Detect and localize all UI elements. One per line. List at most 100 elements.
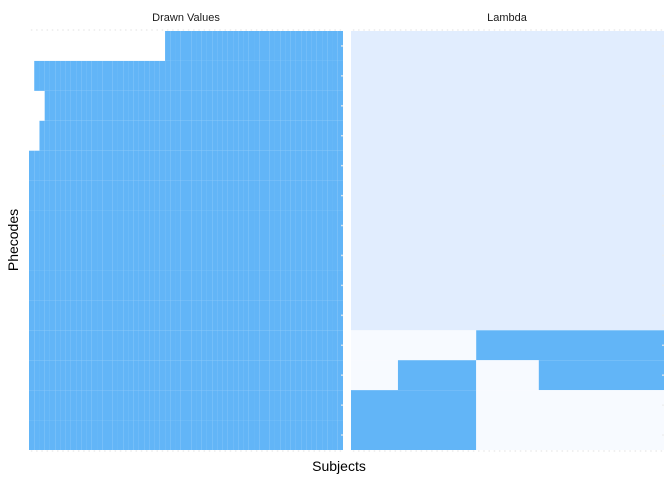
heatmap-cell: [186, 90, 192, 121]
heatmap-cell: [332, 120, 338, 151]
heatmap-cell: [29, 420, 35, 450]
tick-dot: [219, 450, 221, 452]
heatmap-cell: [39, 360, 45, 391]
tick-dot: [67, 29, 70, 31]
heatmap-cell: [217, 120, 223, 151]
heatmap-cell: [102, 150, 108, 181]
heatmap-cell: [274, 270, 281, 301]
heatmap-cell: [159, 120, 166, 151]
tick-dot: [587, 450, 590, 452]
heatmap-cell: [138, 270, 145, 301]
tick-dot: [457, 450, 459, 452]
tick-dot: [577, 29, 579, 31]
tick-dot: [341, 314, 343, 317]
heatmap-cell: [233, 150, 239, 181]
heatmap-cell: [233, 300, 239, 331]
heatmap-cell: [128, 210, 134, 241]
heatmap-cell: [322, 120, 328, 151]
heatmap-cell: [170, 300, 176, 331]
tick-dot: [662, 314, 664, 317]
heatmap-cell: [264, 210, 270, 241]
heatmap-cell: [233, 180, 239, 211]
heatmap-cell: [332, 150, 338, 181]
heatmap-cell: [65, 150, 71, 181]
tick-dot: [662, 74, 664, 77]
tick-dot: [161, 450, 164, 452]
heatmap-cell: [322, 420, 328, 450]
heatmap-cell: [112, 150, 118, 181]
heatmap-cell: [133, 120, 139, 151]
heatmap-cell: [238, 31, 244, 61]
heatmap-cell: [138, 210, 145, 241]
heatmap-cell: [327, 31, 333, 61]
heatmap-cell: [327, 120, 333, 151]
heatmap-cell: [149, 60, 155, 91]
heatmap-cell: [44, 60, 50, 91]
tick-dot: [488, 29, 491, 31]
heatmap-cell: [191, 300, 197, 331]
heatmap-cell: [311, 390, 317, 421]
heatmap-cell: [269, 60, 275, 91]
heatmap-cell: [70, 120, 77, 151]
tick-dot: [240, 29, 242, 31]
heatmap-cell: [306, 31, 312, 61]
tick-dot: [266, 450, 269, 452]
tick-dot: [639, 29, 642, 31]
heatmap-cell: [133, 210, 139, 241]
heatmap-cell: [327, 150, 333, 181]
heatmap-cell: [91, 330, 98, 361]
heatmap-cell: [44, 420, 50, 450]
tick-dot: [613, 450, 616, 452]
heatmap-cell: [332, 31, 338, 61]
heatmap-cell: [227, 330, 234, 361]
heatmap-cell: [233, 240, 239, 271]
heatmap-cell: [102, 120, 108, 151]
heatmap-cell: [102, 60, 108, 91]
tick-dot: [292, 29, 295, 31]
tick-dot: [341, 194, 343, 197]
heatmap-cell: [55, 300, 61, 331]
heatmap-cell: [49, 330, 56, 361]
tick-dot: [394, 450, 397, 452]
heatmap-cell: [322, 60, 328, 91]
heatmap-cell: [123, 120, 129, 151]
tick-dot: [88, 450, 91, 452]
tick-dot: [83, 29, 85, 31]
tick-dot: [329, 29, 331, 31]
heatmap-cell: [154, 240, 160, 271]
heatmap-cell: [243, 360, 249, 391]
tick-dot: [114, 450, 117, 452]
tick-dot: [151, 450, 153, 452]
heatmap-cell: [274, 60, 281, 91]
heatmap-cell: [144, 300, 150, 331]
heatmap-cell: [175, 210, 181, 241]
heatmap-cell: [280, 390, 286, 421]
tick-dot: [334, 29, 337, 31]
heatmap-cell: [86, 270, 92, 301]
heatmap-cell: [316, 31, 323, 61]
tick-dot: [540, 29, 543, 31]
heatmap-cell: [91, 270, 98, 301]
heatmap-cell: [269, 360, 275, 391]
tick-dot: [318, 29, 321, 31]
heatmap-cell: [39, 180, 45, 211]
tick-dot: [592, 450, 595, 452]
tick-dot: [72, 450, 75, 452]
tick-dot: [245, 450, 248, 452]
heatmap-cell: [306, 150, 312, 181]
heatmap-cell: [274, 150, 281, 181]
heatmap-cell: [117, 60, 124, 91]
heatmap-cell: [227, 180, 234, 211]
heatmap-cell: [44, 120, 50, 151]
heatmap-cell: [70, 360, 77, 391]
heatmap-cell: [227, 60, 234, 91]
tick-dot: [571, 29, 574, 31]
heatmap-cell: [327, 240, 333, 271]
heatmap-cell: [311, 330, 317, 361]
heatmap-cell: [201, 390, 207, 421]
tick-dot: [276, 450, 279, 452]
heatmap-cell: [248, 240, 255, 271]
tick-dot: [519, 450, 522, 452]
heatmap-cell: [149, 330, 155, 361]
heatmap-cell: [191, 90, 197, 121]
